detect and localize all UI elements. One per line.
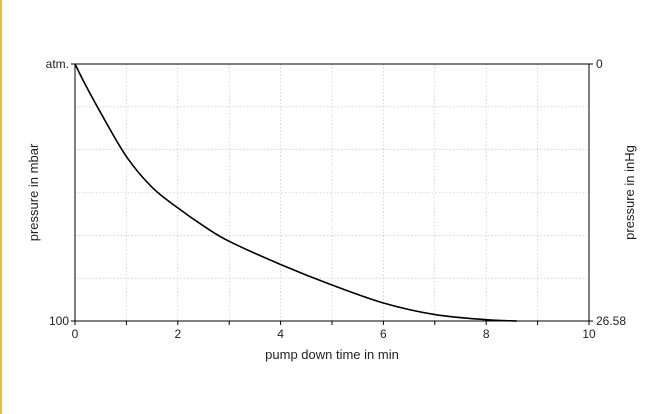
y-left-tick-label: 100 <box>49 314 69 328</box>
x-tick-label: 10 <box>582 327 596 341</box>
y-left-tick-label: atm. <box>46 57 69 71</box>
x-tick-label: 2 <box>174 327 181 341</box>
y-right-tick-label: 26.58 <box>596 314 626 328</box>
y-axis-label-right: pressure in inHg <box>622 145 637 240</box>
grid <box>75 64 589 321</box>
x-tick-label: 8 <box>483 327 490 341</box>
x-axis-ticks: 0 2 4 6 8 10 <box>72 321 596 341</box>
y-axis-label-left: pressure in mbar <box>26 143 41 241</box>
x-tick-label: 6 <box>380 327 387 341</box>
pump-down-curve <box>74 63 518 322</box>
y-right-tick-label: 0 <box>596 57 603 71</box>
x-axis-label: pump down time in min <box>265 347 399 362</box>
x-tick-label: 0 <box>72 327 79 341</box>
y-axis-ticks: atm. 100 0 26.58 <box>46 57 627 328</box>
x-tick-label: 4 <box>277 327 284 341</box>
